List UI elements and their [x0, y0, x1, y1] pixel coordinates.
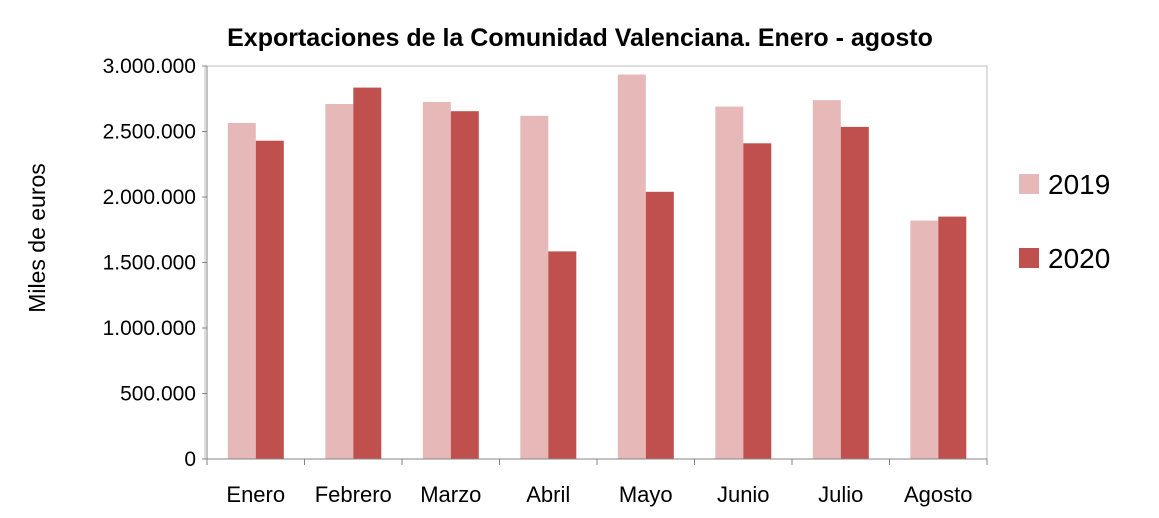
legend-swatch-2019 — [1019, 174, 1039, 194]
bar-2020-enero — [255, 140, 284, 459]
x-tick-label: Marzo — [420, 482, 481, 507]
bar-2020-febrero — [353, 87, 382, 459]
y-tick-label: 500.000 — [120, 383, 196, 406]
bar-2019-agosto — [910, 220, 939, 459]
bar-2019-febrero — [325, 104, 354, 459]
bar-2019-enero — [227, 123, 256, 459]
plot-area-frame — [204, 65, 988, 460]
chart-title: Exportaciones de la Comunidad Valenciana… — [227, 24, 933, 52]
bar-2020-julio — [840, 126, 869, 460]
bar-2020-junio — [743, 143, 772, 460]
legend-swatch-2020 — [1019, 248, 1039, 268]
bar-2019-julio — [812, 100, 841, 459]
axes-group: 0 500.000 1.000.000 1.500.000 2.000.000 2.500… — [103, 55, 988, 507]
bar-2019-junio — [715, 106, 744, 459]
bar-2020-agosto — [938, 216, 967, 459]
bar-2019-abril — [520, 115, 549, 460]
bar-2019-mayo — [617, 74, 646, 459]
bar-2019-marzo — [422, 102, 451, 459]
y-axis-title: Miles de euros — [24, 163, 50, 313]
bar-2020-abril — [548, 251, 577, 459]
y-tick-label: 1.500.000 — [103, 252, 196, 275]
y-tick-label: 2.500.000 — [103, 121, 196, 144]
legend-label-2020: 2020 — [1048, 243, 1110, 274]
bar-2020-mayo — [645, 191, 674, 460]
legend-label-2019: 2019 — [1048, 169, 1110, 200]
y-tick-label: 3.000.000 — [103, 55, 196, 78]
bars-group — [227, 74, 967, 460]
legend: 2019 2020 — [1019, 169, 1110, 274]
x-tick-label: Junio — [717, 482, 770, 507]
x-tick-label: Mayo — [619, 482, 673, 507]
x-tick-label: Febrero — [315, 482, 392, 507]
x-tick-label: Julio — [818, 482, 863, 507]
y-tick-label: 2.000.000 — [103, 186, 196, 209]
y-tick-label: 0 — [184, 448, 196, 471]
bar-2020-marzo — [450, 111, 479, 459]
x-tick-label: Agosto — [904, 482, 973, 507]
x-tick-label: Abril — [526, 482, 570, 507]
y-tick-label: 1.000.000 — [103, 317, 196, 340]
x-tick-label: Enero — [226, 482, 285, 507]
